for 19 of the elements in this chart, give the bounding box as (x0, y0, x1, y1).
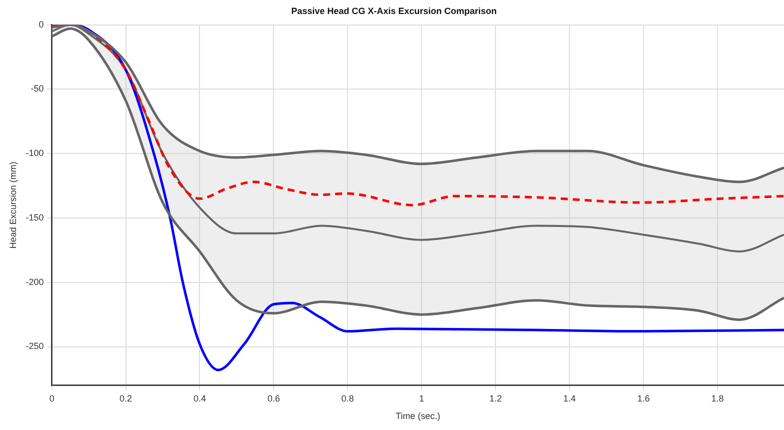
y-tick-label: -250 (26, 341, 44, 352)
y-tick-label: -100 (26, 148, 44, 158)
x-tick-label: 0.8 (341, 393, 354, 404)
x-tick-label: 1.6 (637, 393, 650, 404)
x-tick-label: 0.2 (120, 393, 132, 404)
y-tick-label: -150 (26, 212, 44, 222)
y-axis-title: Head Excursion (mm) (8, 162, 18, 249)
y-tick-label: -200 (26, 276, 44, 287)
x-tick-label: 0.4 (193, 393, 206, 404)
x-tick-label: 1.4 (563, 393, 576, 404)
y-tick-label: 0 (38, 19, 44, 30)
y-tick-label: -50 (30, 84, 44, 94)
x-tick-label: 1.8 (711, 393, 724, 404)
x-tick-label: 0 (49, 393, 54, 404)
chart-title: Passive Head CG X-Axis Excursion Comparison (291, 6, 497, 16)
x-tick-label: 0.6 (267, 393, 280, 404)
x-tick-label: 1.2 (489, 393, 502, 404)
x-axis-title: Time (sec.) (396, 411, 440, 422)
x-tick-label: 1 (419, 393, 424, 404)
